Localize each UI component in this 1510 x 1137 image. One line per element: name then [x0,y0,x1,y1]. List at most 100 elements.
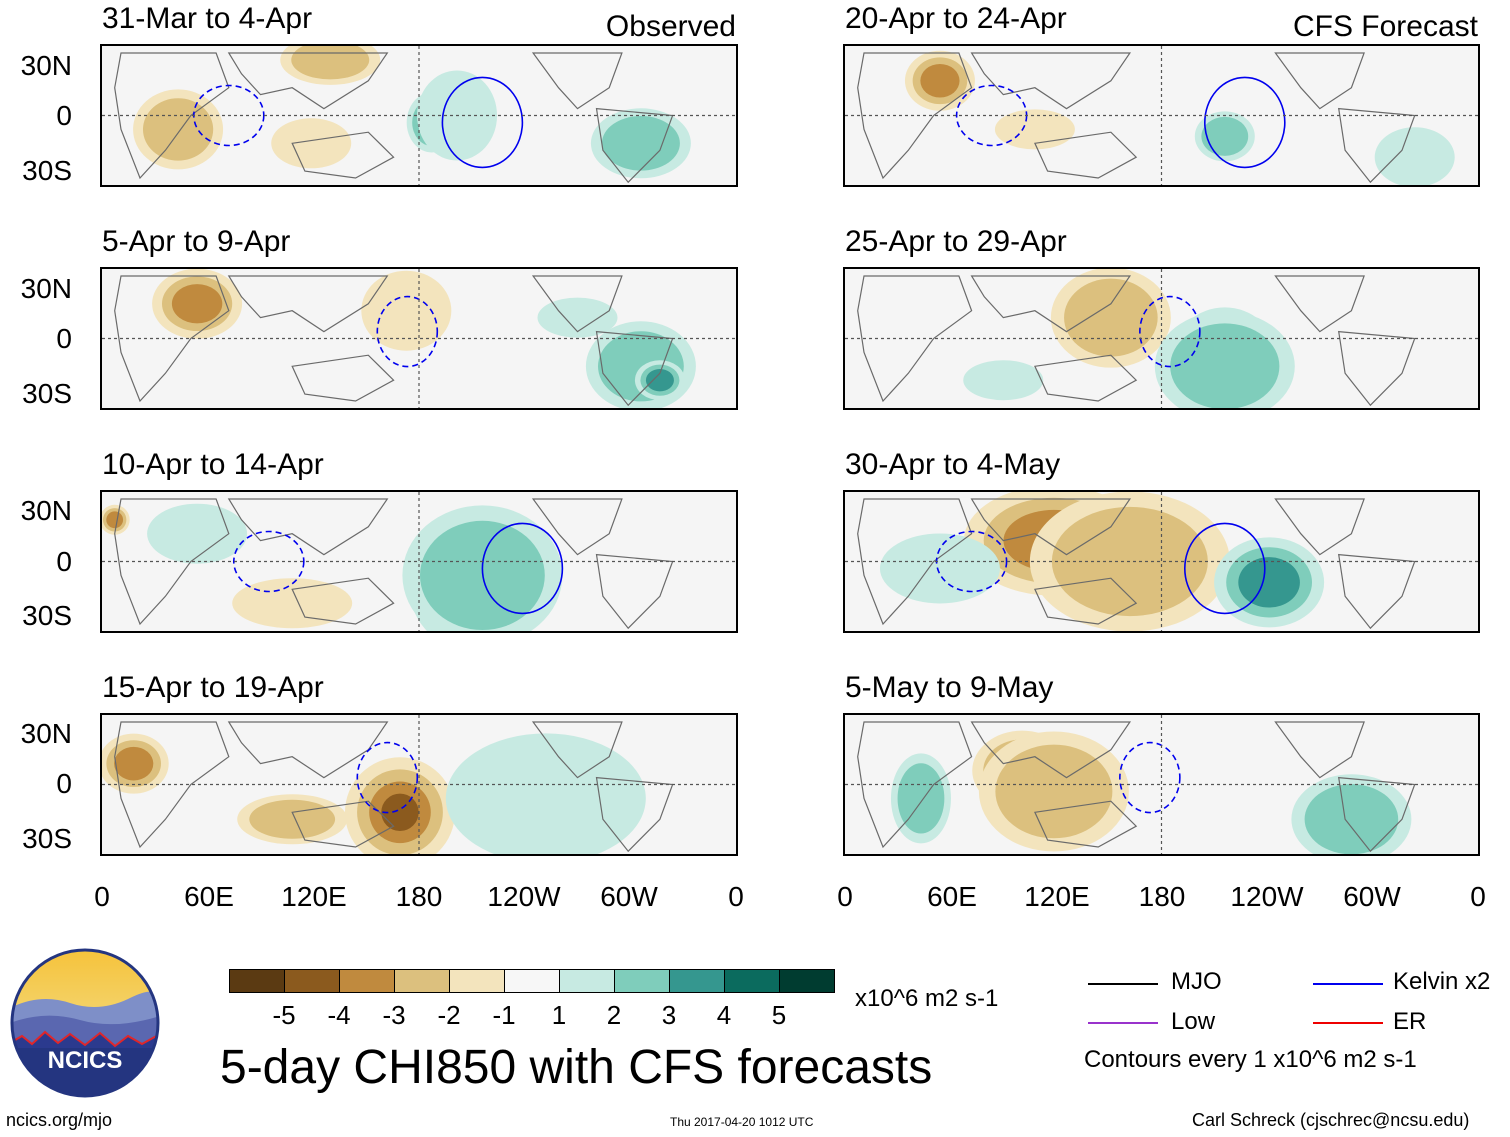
coastline [595,553,674,630]
kelvin-contour [233,530,305,593]
wet-anomaly-shading [601,116,680,171]
ncics-logo: NCICS [10,948,160,1098]
ylab: 30S [22,823,72,854]
wet-anomaly-shading [147,503,248,564]
ylab: 0 [56,546,72,577]
map-canvas [102,492,736,631]
map-panel-fc-4 [843,713,1480,856]
coastline [1337,776,1416,853]
website-link[interactable]: ncics.org/mjo [6,1110,113,1130]
coastline [1337,107,1416,184]
ylab: 30N [20,273,72,304]
dry-anomaly-shading [381,793,419,831]
colorbar-label: -4 [327,1000,351,1030]
dry-anomaly-shading [114,746,154,781]
colorbar-swatch [669,969,725,993]
panel-title-fc-3: 30-Apr to 4-May [845,448,1061,481]
contour-note: Contours every 1 x10^6 m2 s-1 [1084,1046,1417,1073]
coastline [291,577,395,625]
timestamp: Thu 2017-04-20 1012 UTC [670,1115,814,1129]
map-panel-obs-3 [100,490,738,633]
xlab: 60E [927,881,977,912]
map-canvas [102,46,736,185]
coastline [857,52,973,180]
xlab: 60E [184,881,234,912]
colorbar-swatch [504,969,560,993]
colorbar-swatch [229,969,285,993]
map-canvas [845,269,1478,408]
map-panel-fc-2 [843,267,1480,410]
wet-anomaly-shading [1374,127,1455,185]
colorbar-swatch [449,969,505,993]
kelvin-contour [1119,741,1181,814]
coastline [227,498,389,556]
map-canvas [102,269,736,408]
dry-anomaly-shading [106,511,124,529]
coastline [970,498,1132,556]
xlab: 120W [487,881,561,912]
coastline [857,275,973,403]
dry-anomaly-shading [271,118,352,169]
panel-title-fc-4: 5-May to 9-May [845,671,1054,704]
ylab: 0 [56,768,72,799]
legend-swatch-mjo [1088,983,1158,985]
logo-text: NCICS [48,1047,123,1074]
panel-title-obs-3: 10-Apr to 14-Apr [102,448,324,481]
wet-anomaly-shading [1201,116,1249,156]
xlab: 120E [1024,881,1090,912]
colorbar-label: 4 [716,1000,732,1030]
colorbar-swatch [394,969,450,993]
colorbar-label: 1 [551,1000,567,1030]
legend-label-low: Low [1171,1008,1216,1035]
legend-label-er: ER [1393,1008,1427,1035]
wet-anomaly-shading [445,733,646,854]
xlab: 120E [281,881,347,912]
colorbar-label: -3 [382,1000,406,1030]
coastline [1337,330,1416,407]
panel-title-obs-1: 31-Mar to 4-Apr [102,2,313,35]
map-panel-fc-3 [843,490,1480,633]
coastline [227,275,389,333]
coastline [227,52,389,110]
wet-anomaly-shading [645,369,674,392]
map-panel-obs-2 [100,267,738,410]
legend-swatch-low [1088,1022,1158,1024]
xlab: 120W [1230,881,1304,912]
dry-anomaly-shading [232,578,353,629]
colorbar-label: -2 [437,1000,461,1030]
dry-anomaly-shading [1064,278,1158,357]
colorbar-swatch [724,969,780,993]
coastline [531,52,623,110]
xlab: 0 [728,881,744,912]
legend-label-mjo: MJO [1171,968,1222,995]
wet-anomaly-shading [1170,323,1280,408]
ylab: 0 [56,323,72,354]
coastline [531,275,623,333]
coastline [114,721,230,849]
ylab: 30S [22,378,72,409]
colorbar-swatch [339,969,395,993]
kelvin-contour [441,76,524,169]
xlab: 60W [1343,881,1401,912]
coastline [291,354,395,402]
coastline [1034,354,1138,402]
kelvin-contour [1183,522,1266,615]
colorbar-label: -5 [272,1000,296,1030]
coastline [114,52,230,180]
colorbar-label: -1 [492,1000,516,1030]
kelvin-contour [376,295,439,368]
colorbar-label: 2 [606,1000,622,1030]
dry-anomaly-shading [291,46,370,80]
coastline [291,800,395,848]
coastline [1274,52,1365,110]
dry-anomaly-shading [994,109,1075,150]
wet-anomaly-shading [1304,784,1399,854]
coastline [595,107,674,184]
dry-anomaly-shading [920,63,960,98]
colorbar-swatch [559,969,615,993]
coastline [970,721,1132,779]
kelvin-contour [1139,295,1201,368]
legend-swatch-er [1313,1022,1383,1024]
coastline [227,721,389,779]
coastline [857,498,973,626]
